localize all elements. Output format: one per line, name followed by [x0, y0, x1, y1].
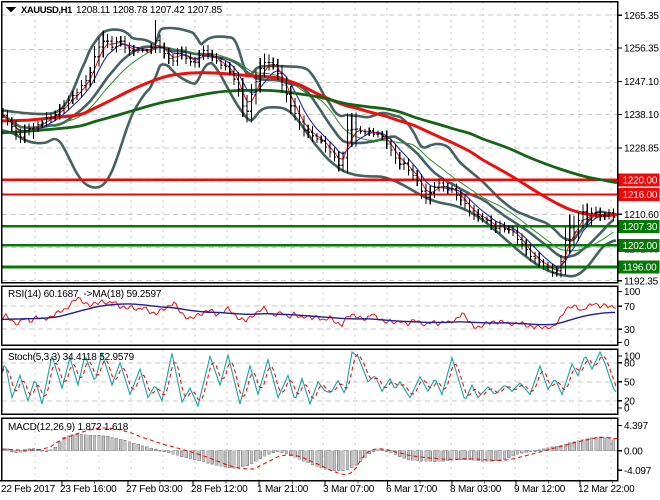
svg-text:6 Mar 17:00: 6 Mar 17:00	[386, 484, 438, 495]
svg-text:1247.10: 1247.10	[624, 77, 659, 88]
svg-text:27 Feb 03:00: 27 Feb 03:00	[126, 484, 183, 495]
svg-text:XAUUSD,H1: XAUUSD,H1	[21, 5, 73, 16]
svg-text:0: 0	[624, 338, 630, 349]
svg-text:8 Mar 03:00: 8 Mar 03:00	[450, 484, 502, 495]
svg-text:1196.00: 1196.00	[623, 263, 658, 274]
svg-text:22 Feb 2017: 22 Feb 2017	[1, 484, 56, 495]
svg-text:0.00: 0.00	[624, 446, 643, 457]
svg-text:100: 100	[624, 287, 641, 298]
svg-text:1238.10: 1238.10	[624, 110, 659, 121]
svg-text:1 Mar 21:00: 1 Mar 21:00	[257, 484, 309, 495]
svg-text:4.397: 4.397	[624, 421, 649, 432]
svg-text:RSI(14) 60.1687 ->MA(18) 59.2: RSI(14) 60.1687 ->MA(18) 59.2597	[8, 289, 162, 300]
svg-text:1256.35: 1256.35	[624, 44, 659, 55]
svg-text:1192.35: 1192.35	[624, 276, 659, 287]
svg-text:1202.00: 1202.00	[623, 241, 658, 252]
svg-text:MACD(12,26,9) 1.872 1.618: MACD(12,26,9) 1.872 1.618	[8, 422, 129, 433]
svg-text:20: 20	[624, 396, 635, 407]
svg-text:1265.35: 1265.35	[624, 11, 659, 22]
svg-text:12 Mar 22:00: 12 Mar 22:00	[578, 484, 635, 495]
svg-text:Stoch(5,3,3) 34.4118 52.9579: Stoch(5,3,3) 34.4118 52.9579	[8, 352, 135, 363]
svg-text:1210.60: 1210.60	[624, 210, 659, 221]
svg-text:23 Feb 16:00: 23 Feb 16:00	[60, 484, 117, 495]
svg-text:1216.00: 1216.00	[623, 190, 658, 201]
svg-text:1207.30: 1207.30	[623, 222, 658, 233]
svg-text:28 Feb 12:00: 28 Feb 12:00	[191, 484, 248, 495]
svg-text:-4.097: -4.097	[624, 466, 652, 477]
svg-text:100: 100	[624, 352, 641, 363]
svg-text:1208.11 1208.78 1207.42 1207.8: 1208.11 1208.78 1207.42 1207.85	[76, 5, 223, 16]
svg-text:1228.85: 1228.85	[624, 144, 659, 155]
svg-text:9 Mar 12:00: 9 Mar 12:00	[514, 484, 566, 495]
svg-text:80: 80	[624, 358, 635, 369]
svg-text:70: 70	[624, 302, 635, 313]
svg-text:30: 30	[624, 325, 635, 336]
svg-text:50: 50	[624, 377, 635, 388]
svg-text:3 Mar 07:00: 3 Mar 07:00	[323, 484, 375, 495]
svg-text:1220.00: 1220.00	[623, 175, 658, 186]
svg-text:0: 0	[624, 404, 630, 415]
